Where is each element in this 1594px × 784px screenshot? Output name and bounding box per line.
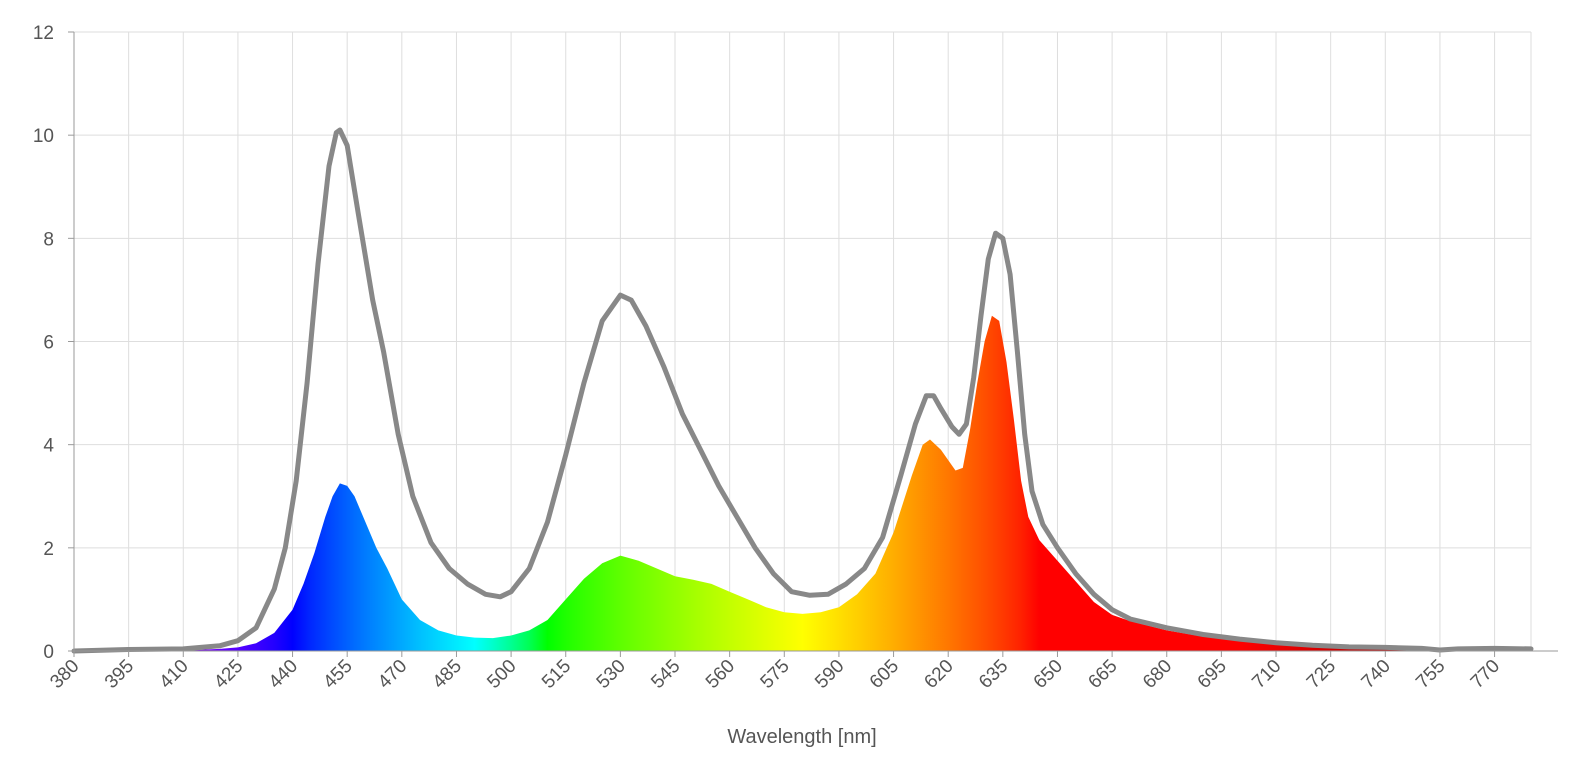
x-tick-label: 425 [210,656,247,693]
y-tick-label: 12 [33,23,54,44]
y-tick-label: 10 [33,126,54,147]
x-tick-label: 725 [1303,656,1340,693]
y-tick-label: 8 [43,229,54,250]
x-tick-label: 650 [1030,656,1067,693]
y-tick-label: 0 [43,642,54,663]
x-tick-label: 620 [920,656,957,693]
x-tick-label: 635 [975,656,1012,693]
x-tick-label: 410 [156,656,193,693]
line-layer [71,127,1534,654]
x-tick-label: 605 [866,656,903,693]
x-tick-label: 770 [1467,656,1504,693]
x-tick-label: 755 [1412,656,1449,693]
x-tick-label: 440 [265,656,302,693]
x-tick-label: 680 [1139,656,1176,693]
gray-line-series [71,127,1534,654]
x-tick-labels: 380 395 410 425 440 455 470 485 500 515 530 545 560 5… [46,656,1504,693]
x-tick-label: 485 [429,656,466,693]
x-tick-label: 665 [1084,656,1121,693]
x-tick-label: 500 [483,656,520,693]
axes [68,31,1558,657]
x-tick-label: 395 [101,656,138,693]
x-tick-label: 695 [1194,656,1231,693]
x-tick-label: 710 [1248,656,1285,693]
x-axis-title: Wavelength [nm] [727,726,876,748]
y-tick-label: 4 [43,436,54,457]
x-tick-label: 470 [374,656,411,693]
grid-lines [73,31,1532,652]
x-tick-label: 740 [1358,656,1395,693]
x-tick-label: 575 [757,656,794,693]
x-tick-label: 590 [811,656,848,693]
y-tick-label: 2 [43,539,54,560]
x-tick-label: 560 [702,656,739,693]
x-tick-label: 530 [593,656,630,693]
x-tick-label: 515 [538,656,575,693]
x-tick-label: 545 [647,656,684,693]
y-tick-label: 6 [43,333,54,354]
y-tick-labels: 0 2 4 6 8 10 12 [33,23,55,663]
x-tick-label: 455 [319,656,356,693]
